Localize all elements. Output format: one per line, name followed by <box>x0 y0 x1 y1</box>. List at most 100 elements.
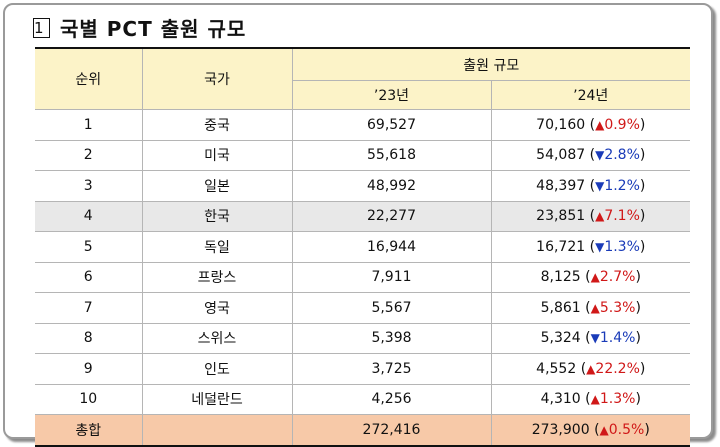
up-triangle-icon: ▲ <box>590 300 600 315</box>
country-cell: 영국 <box>141 292 293 324</box>
value-2023-cell: 22,277 <box>291 200 492 232</box>
country-cell: 인도 <box>141 353 293 385</box>
change-close-paren: ) <box>635 269 641 286</box>
change-percent: 1.2% <box>604 177 640 194</box>
value-2024: 48,397 <box>536 177 586 194</box>
value-2024-cell: 48,397 (▼1.2%) <box>490 170 691 202</box>
value-2024-cell: 4,552 (▲22.2%) <box>490 353 691 385</box>
change-close-paren: ) <box>639 147 646 164</box>
table-row: 4 한국 22,277 23,851 (▲7.1%) <box>35 200 691 232</box>
change-percent: 0.9% <box>604 116 640 133</box>
change-close-paren: ) <box>639 177 646 194</box>
table-row: 2 미국 55,618 54,087 (▼2.8%) <box>35 139 691 171</box>
change-percent: 2.8% <box>604 147 640 164</box>
change-percent: 1.3% <box>599 391 636 408</box>
table-row: 1 중국 69,527 70,160 (▲0.9%) <box>35 109 691 141</box>
value-2024: 70,160 <box>536 116 586 133</box>
value-2024: 5,861 <box>540 299 581 316</box>
rank-cell: 2 <box>35 139 143 171</box>
total-2023-cell: 272,416 <box>291 414 492 446</box>
value-2024: 5,324 <box>540 330 581 347</box>
value-2023-cell: 5,398 <box>291 322 492 354</box>
change-percent: 1.3% <box>604 238 640 255</box>
change-percent: 0.5% <box>608 421 645 438</box>
change-close-paren: ) <box>639 116 646 133</box>
change-open-paren: ( <box>589 116 596 133</box>
down-triangle-icon: ▼ <box>595 239 605 254</box>
table-row: 7 영국 5,567 5,861 (▲5.3%) <box>35 292 691 324</box>
value-2023-cell: 7,911 <box>291 261 492 293</box>
pct-filing-table: 순위 국가 출원 규모 ’23년 ’24년 1 중국 69,527 70,160 (▲… <box>35 47 691 447</box>
change-close-paren: ) <box>635 391 641 408</box>
value-2024: 23,851 <box>536 208 586 225</box>
country-cell: 프랑스 <box>141 261 293 293</box>
value-2023-cell: 3,725 <box>291 353 492 385</box>
change-percent: 2.7% <box>599 269 636 286</box>
change-open-paren: ( <box>585 391 591 408</box>
rank-cell: 6 <box>35 261 143 293</box>
down-triangle-icon: ▼ <box>590 331 600 346</box>
country-cell: 중국 <box>141 109 293 141</box>
change-open-paren: ( <box>589 177 596 194</box>
country-cell: 네덜란드 <box>141 383 293 415</box>
value-2024: 4,310 <box>540 391 581 408</box>
value-2024-cell: 23,851 (▲7.1%) <box>490 200 691 232</box>
up-triangle-icon: ▲ <box>595 117 605 132</box>
header-filing-volume: 출원 규모 <box>291 47 691 81</box>
value-2024-cell: 70,160 (▲0.9%) <box>490 109 691 141</box>
table-row: 8 스위스 5,398 5,324 (▼1.4%) <box>35 322 691 354</box>
section-number-box: 1 <box>33 17 50 38</box>
rank-cell: 10 <box>35 383 143 415</box>
rank-cell: 3 <box>35 170 143 202</box>
change-open-paren: ( <box>589 208 596 225</box>
change-percent: 5.3% <box>599 299 636 316</box>
change-open-paren: ( <box>589 238 596 255</box>
value-2024-cell: 8,125 (▲2.7%) <box>490 261 691 293</box>
up-triangle-icon: ▲ <box>590 392 600 407</box>
table-row: 6 프랑스 7,911 8,125 (▲2.7%) <box>35 261 691 293</box>
rank-cell: 9 <box>35 353 143 385</box>
change-percent: 7.1% <box>604 208 640 225</box>
document-frame: 1 국별 PCT 출원 규모 순위 국가 출원 규모 ’23년 ’24년 1 중국… <box>3 3 713 447</box>
header-2023: ’23년 <box>292 80 492 110</box>
change-open-paren: ( <box>585 330 591 347</box>
page-title: 1 국별 PCT 출원 규모 <box>33 13 246 42</box>
value-2024-cell: 16,721 (▼1.3%) <box>490 231 691 263</box>
up-triangle-icon: ▲ <box>590 270 600 285</box>
table-body: 1 중국 69,527 70,160 (▲0.9%) 2 미국 55,618 54,087 (… <box>35 109 691 446</box>
rank-cell: 4 <box>35 200 143 232</box>
value-2024-cell: 5,861 (▲5.3%) <box>490 292 691 324</box>
total-label-cell: 총합 <box>35 414 143 446</box>
rank-cell: 8 <box>35 322 143 354</box>
rank-cell: 7 <box>35 292 143 324</box>
value-2024: 4,552 <box>536 360 577 377</box>
up-triangle-icon: ▲ <box>595 209 605 224</box>
country-cell: 한국 <box>141 200 293 232</box>
value-2024: 8,125 <box>540 269 581 286</box>
change-close-paren: ) <box>635 299 641 316</box>
change-close-paren: ) <box>635 330 641 347</box>
rank-cell: 1 <box>35 109 143 141</box>
up-triangle-icon: ▲ <box>599 422 609 437</box>
down-triangle-icon: ▼ <box>595 178 605 193</box>
change-close-paren: ) <box>639 360 646 377</box>
country-cell: 독일 <box>141 231 293 263</box>
total-2024-cell: 273,900 (▲0.5%) <box>490 414 691 446</box>
change-open-paren: ( <box>594 421 600 438</box>
value-2023-cell: 5,567 <box>291 292 492 324</box>
change-open-paren: ( <box>589 147 596 164</box>
header-rank: 순위 <box>35 47 143 110</box>
title-text: 국별 PCT 출원 규모 <box>60 17 247 41</box>
value-2024: 54,087 <box>536 147 586 164</box>
change-open-paren: ( <box>585 299 591 316</box>
change-open-paren: ( <box>585 269 591 286</box>
change-close-paren: ) <box>644 421 650 438</box>
change-close-paren: ) <box>639 238 646 255</box>
value-2023-cell: 16,944 <box>291 231 492 263</box>
change-close-paren: ) <box>639 208 646 225</box>
rank-cell: 5 <box>35 231 143 263</box>
change-percent: 1.4% <box>599 330 636 347</box>
header-country: 국가 <box>141 47 293 110</box>
value-2024: 16,721 <box>536 238 586 255</box>
table-row: 10 네덜란드 4,256 4,310 (▲1.3%) <box>35 383 691 415</box>
